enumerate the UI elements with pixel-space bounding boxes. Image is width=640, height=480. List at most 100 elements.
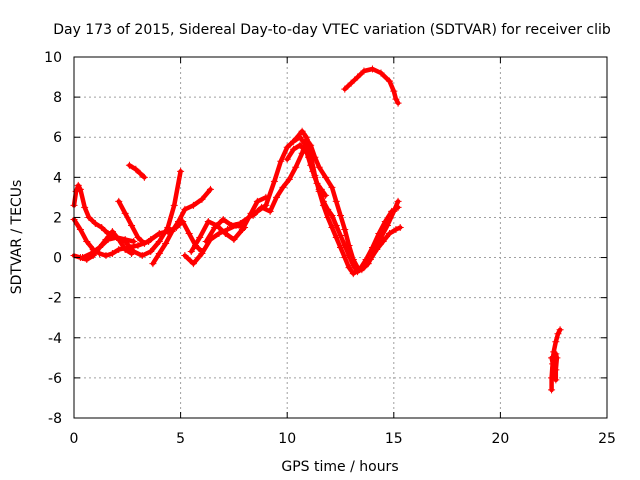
- data-point: [85, 213, 93, 221]
- data-point: [354, 73, 362, 81]
- data-point: [379, 238, 387, 246]
- data-point: [552, 350, 560, 358]
- data-point: [162, 240, 170, 248]
- x-tick-label: 10: [278, 431, 296, 447]
- data-point: [185, 229, 193, 237]
- data-point: [307, 151, 315, 159]
- data-point: [147, 236, 155, 244]
- data-point: [552, 338, 560, 346]
- data-point: [155, 250, 163, 258]
- x-tick-label: 15: [385, 431, 403, 447]
- data-point: [121, 246, 129, 254]
- data-point: [79, 254, 87, 262]
- data-point: [245, 213, 253, 221]
- data-point: [292, 135, 300, 143]
- data-point: [388, 207, 396, 215]
- data-point: [108, 250, 116, 258]
- y-tick-label: 6: [53, 130, 62, 146]
- data-point: [134, 242, 142, 250]
- data-point: [253, 197, 261, 205]
- plot-frame: [73, 56, 608, 419]
- data-point: [302, 133, 310, 141]
- y-tick-label: 8: [53, 90, 62, 106]
- data-point: [322, 173, 330, 181]
- data-point: [202, 238, 210, 246]
- data-point: [177, 167, 185, 175]
- series-arc-7: [149, 185, 214, 268]
- data-point: [174, 217, 182, 225]
- data-point: [332, 234, 340, 241]
- data-point: [81, 203, 89, 211]
- data-point: [386, 229, 394, 237]
- data-point: [375, 229, 383, 237]
- data-point: [356, 266, 364, 274]
- data-point: [283, 155, 291, 163]
- data-point: [181, 252, 189, 260]
- data-point: [132, 165, 140, 173]
- data-point: [298, 149, 306, 157]
- y-tick-label: -8: [48, 411, 62, 427]
- data-point: [349, 270, 357, 278]
- data-point: [140, 240, 148, 248]
- data-point: [121, 209, 129, 217]
- data-point: [324, 213, 332, 221]
- data-point: [296, 141, 304, 149]
- data-point: [102, 252, 110, 260]
- x-tick-label: 20: [491, 431, 509, 447]
- data-point: [386, 77, 394, 85]
- data-point: [168, 227, 176, 235]
- data-point: [155, 238, 163, 246]
- data-point: [394, 197, 402, 205]
- data-point: [283, 143, 291, 151]
- data-point: [332, 221, 340, 229]
- data-point: [392, 225, 400, 233]
- data-point: [368, 244, 376, 252]
- data-point: [373, 246, 381, 254]
- data-point: [249, 211, 257, 219]
- data-point: [128, 221, 136, 229]
- data-point: [556, 326, 564, 334]
- data-point: [290, 145, 298, 153]
- data-point: [548, 386, 556, 394]
- data-point: [277, 157, 285, 165]
- x-tick-label: 5: [176, 431, 185, 447]
- data-point: [87, 250, 95, 258]
- chart-title: Day 173 of 2015, Sidereal Day-to-day VTE…: [53, 22, 611, 38]
- x-tick-label: 25: [598, 431, 616, 447]
- data-point: [396, 223, 404, 231]
- data-point: [230, 236, 238, 244]
- y-tick-label: 2: [53, 210, 62, 226]
- y-tick-label: 10: [44, 50, 62, 66]
- data-point: [76, 185, 84, 193]
- data-point: [394, 203, 402, 211]
- y-tick-label: 0: [53, 251, 62, 267]
- data-point: [345, 252, 353, 260]
- data-point: [104, 236, 112, 244]
- data-point: [347, 79, 355, 87]
- data-point: [337, 244, 344, 252]
- data-point: [381, 217, 389, 225]
- data-point: [181, 205, 189, 213]
- y-tick-label: -4: [48, 331, 62, 347]
- data-point: [319, 201, 327, 209]
- data-point: [298, 127, 306, 135]
- data-point: [136, 169, 144, 177]
- data-point: [221, 229, 229, 237]
- data-point: [285, 175, 293, 183]
- data-point: [198, 195, 206, 203]
- data-point: [362, 256, 370, 264]
- data-point: [292, 163, 300, 171]
- data-point: [187, 248, 195, 256]
- data-point: [211, 223, 219, 231]
- data-point: [273, 193, 281, 201]
- data-point: [368, 65, 376, 73]
- data-point: [138, 252, 146, 260]
- data-point: [236, 219, 244, 227]
- data-point: [394, 99, 402, 107]
- data-point: [115, 197, 123, 205]
- data-point: [91, 219, 99, 227]
- data-point: [552, 376, 560, 384]
- series-arc-4: [79, 167, 185, 262]
- y-tick-label: 4: [53, 170, 62, 186]
